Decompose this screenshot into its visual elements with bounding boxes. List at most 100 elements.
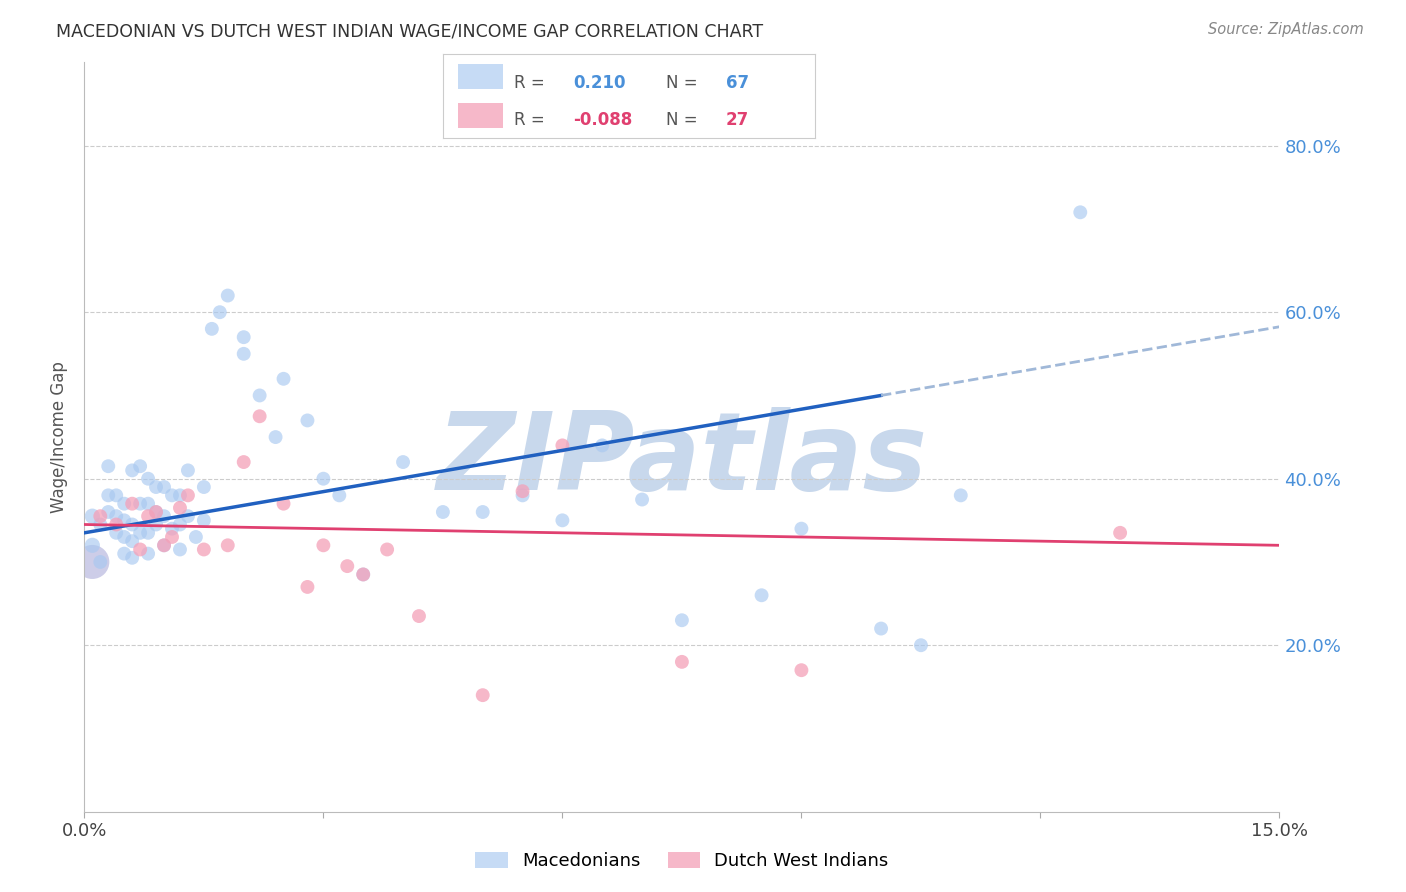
Point <box>145 505 167 519</box>
Point <box>105 525 128 540</box>
Point <box>121 497 143 511</box>
Point <box>169 517 191 532</box>
Point <box>297 580 319 594</box>
Point <box>671 613 693 627</box>
Point <box>297 413 319 427</box>
Point <box>129 542 152 557</box>
Point <box>169 542 191 557</box>
Text: R =: R = <box>513 74 544 92</box>
Point <box>631 492 654 507</box>
Point <box>112 513 135 527</box>
Point <box>232 347 254 361</box>
Point <box>145 517 167 532</box>
Point <box>145 480 167 494</box>
Point <box>121 463 143 477</box>
Text: R =: R = <box>513 111 544 128</box>
Point <box>471 688 494 702</box>
Point <box>177 488 200 502</box>
Point <box>232 455 254 469</box>
Point <box>949 488 972 502</box>
Point <box>105 488 128 502</box>
Point <box>129 459 152 474</box>
Text: Source: ZipAtlas.com: Source: ZipAtlas.com <box>1208 22 1364 37</box>
Point <box>121 550 143 565</box>
Legend: Macedonians, Dutch West Indians: Macedonians, Dutch West Indians <box>468 845 896 878</box>
Point <box>512 488 534 502</box>
Point <box>551 438 574 452</box>
Point <box>136 509 159 524</box>
Point <box>97 488 120 502</box>
Point <box>89 555 111 569</box>
Point <box>352 567 374 582</box>
Point <box>160 522 183 536</box>
Point <box>136 497 159 511</box>
Point <box>790 522 813 536</box>
Point <box>193 513 215 527</box>
Point <box>471 505 494 519</box>
Point <box>136 472 159 486</box>
Point <box>264 430 287 444</box>
Text: N =: N = <box>666 74 697 92</box>
Point <box>1069 205 1091 219</box>
Point <box>112 547 135 561</box>
Text: 27: 27 <box>725 111 749 128</box>
Point <box>751 588 773 602</box>
Point <box>193 480 215 494</box>
Point <box>82 538 104 552</box>
Point <box>153 509 176 524</box>
Point <box>82 509 104 524</box>
Point <box>160 530 183 544</box>
Point <box>551 513 574 527</box>
Point <box>136 525 159 540</box>
Text: 67: 67 <box>725 74 749 92</box>
Text: -0.088: -0.088 <box>574 111 633 128</box>
Point <box>790 663 813 677</box>
Point <box>153 538 176 552</box>
Point <box>408 609 430 624</box>
Point <box>153 480 176 494</box>
Y-axis label: Wage/Income Gap: Wage/Income Gap <box>51 361 69 513</box>
Text: MACEDONIAN VS DUTCH WEST INDIAN WAGE/INCOME GAP CORRELATION CHART: MACEDONIAN VS DUTCH WEST INDIAN WAGE/INC… <box>56 22 763 40</box>
Point <box>129 525 152 540</box>
Point <box>177 463 200 477</box>
Point <box>249 388 271 402</box>
Point <box>82 555 104 569</box>
Bar <box>458 63 502 89</box>
Point <box>217 288 239 302</box>
Point <box>249 409 271 424</box>
Point <box>129 497 152 511</box>
Text: 0.210: 0.210 <box>574 74 626 92</box>
Point <box>121 534 143 549</box>
Point <box>312 472 335 486</box>
Point <box>184 530 207 544</box>
Point <box>105 517 128 532</box>
Point <box>201 322 224 336</box>
Point <box>193 542 215 557</box>
Point <box>97 505 120 519</box>
Point <box>432 505 454 519</box>
Point <box>112 530 135 544</box>
Point <box>375 542 398 557</box>
Point <box>217 538 239 552</box>
Point <box>136 547 159 561</box>
Point <box>121 517 143 532</box>
Point <box>153 538 176 552</box>
Point <box>105 509 128 524</box>
Point <box>169 500 191 515</box>
Point <box>160 488 183 502</box>
Point <box>1109 525 1132 540</box>
Point <box>89 517 111 532</box>
Point <box>89 509 111 524</box>
Point <box>232 330 254 344</box>
Point <box>591 438 613 452</box>
Point <box>273 372 295 386</box>
Point <box>512 484 534 499</box>
Point <box>97 459 120 474</box>
Point <box>177 509 200 524</box>
Point <box>208 305 231 319</box>
Point <box>112 497 135 511</box>
Point <box>273 497 295 511</box>
Point <box>671 655 693 669</box>
Bar <box>458 103 502 128</box>
Point <box>336 559 359 574</box>
